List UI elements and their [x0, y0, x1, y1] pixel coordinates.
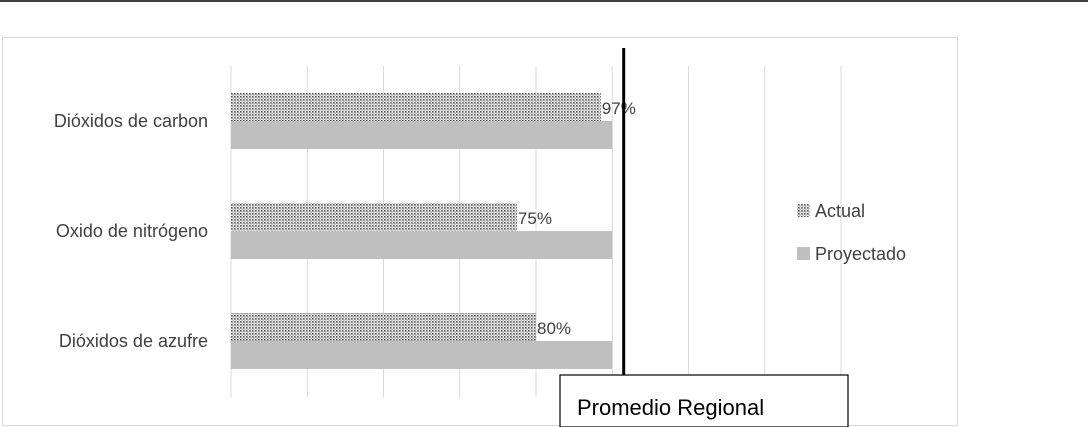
- legend: Actual Proyectado: [797, 201, 906, 264]
- bar-actual-2: [231, 313, 536, 341]
- legend-label-actual: Actual: [815, 201, 865, 221]
- bar-proyectado-2: [231, 341, 613, 369]
- category-label-1: Oxido de nitrógeno: [56, 221, 208, 241]
- reference-callout-label: Promedio Regional: [577, 395, 764, 420]
- bar-actual-1: [231, 203, 517, 231]
- bar-actual-0: [231, 93, 601, 121]
- data-label-actual-0: 97%: [602, 99, 636, 118]
- reference-callout: Promedio Regional: [559, 374, 849, 427]
- bar-proyectado-0: [231, 121, 613, 149]
- category-labels: Dióxidos de carbon Oxido de nitrógeno Dióx…: [54, 111, 208, 351]
- bar-proyectado-1: [231, 231, 613, 259]
- chart-area-border: [2, 37, 958, 426]
- legend-swatch-actual: [797, 204, 810, 217]
- data-label-actual-1: 75%: [518, 209, 552, 228]
- legend-label-proyectado: Proyectado: [815, 244, 906, 264]
- bars: [231, 93, 613, 369]
- data-label-actual-2: 80%: [537, 319, 571, 338]
- data-labels: 97% 75% 80%: [518, 99, 636, 338]
- category-label-0: Dióxidos de carbon: [54, 111, 208, 131]
- reference-callout-box: [559, 374, 849, 427]
- legend-swatch-proyectado: [797, 247, 810, 260]
- category-label-2: Dióxidos de azufre: [59, 331, 208, 351]
